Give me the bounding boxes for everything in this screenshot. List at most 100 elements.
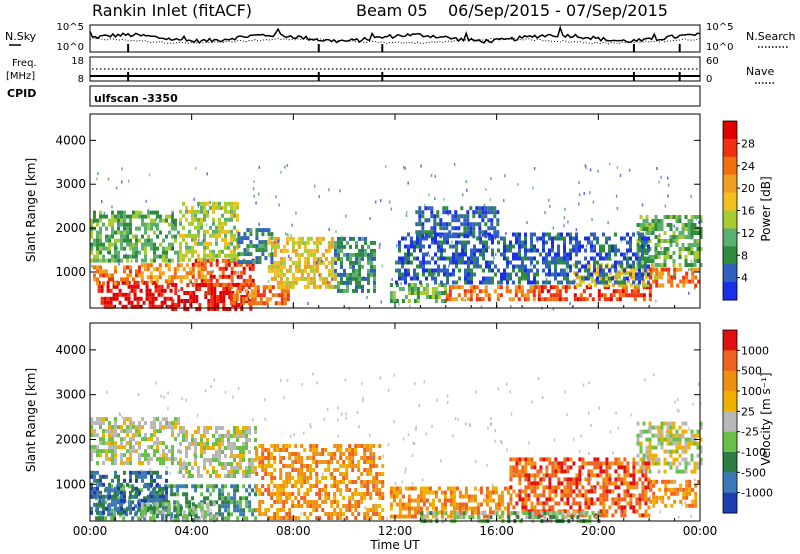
data-cell [404, 280, 407, 285]
data-cell [138, 226, 141, 231]
data-cell [626, 489, 630, 494]
data-cell [251, 508, 255, 513]
data-cell [153, 421, 156, 426]
data-cell [455, 502, 459, 507]
data-cell [297, 460, 301, 464]
data-cell [230, 237, 233, 242]
data-speck [193, 197, 195, 201]
data-cell [566, 457, 570, 462]
data-cell [629, 501, 633, 506]
data-cell [200, 201, 203, 206]
data-cell [294, 484, 298, 488]
data-cell [230, 209, 233, 214]
data-cell [162, 486, 165, 491]
data-cell [203, 237, 206, 242]
data-cell [452, 498, 456, 503]
data-cell [632, 252, 635, 257]
data-cell [258, 456, 262, 460]
data-cell [114, 421, 117, 426]
data-cell [655, 495, 659, 500]
data-cell [135, 250, 138, 255]
data-cell [611, 481, 615, 486]
data-cell [330, 244, 334, 249]
data-cell [151, 300, 155, 305]
data-cell [685, 487, 689, 492]
data-cell [372, 512, 376, 516]
data-cell [253, 301, 257, 306]
data-cell [171, 303, 175, 307]
data-cell [188, 504, 192, 509]
data-cell [132, 437, 135, 442]
data-cell [360, 500, 364, 504]
data-cell [277, 293, 281, 298]
data-cell [651, 453, 655, 458]
data-cell [340, 236, 343, 241]
data-cell [143, 263, 147, 268]
data-cell [111, 226, 114, 231]
data-cell [267, 484, 271, 488]
data-cell [614, 469, 618, 474]
data-cell [114, 453, 117, 458]
data-cell [448, 285, 452, 290]
data-cell [518, 493, 522, 498]
data-cell [102, 429, 105, 434]
data-cell [168, 242, 171, 247]
data-cell [138, 250, 141, 255]
data-cell [120, 210, 123, 215]
data-cell [297, 256, 301, 261]
data-cell [121, 304, 125, 309]
data-cell [693, 251, 697, 255]
data-cell [124, 292, 128, 297]
data-cell [473, 248, 476, 253]
data-cell [587, 481, 591, 486]
data-cell [153, 433, 156, 438]
data-cell [236, 504, 240, 509]
data-speck [147, 208, 150, 212]
data-cell [96, 506, 99, 511]
data-cell [224, 258, 228, 263]
data-cell [648, 445, 652, 450]
data-cell [355, 260, 358, 265]
data-cell [555, 297, 559, 302]
data-cell [156, 490, 159, 495]
data-cell [239, 508, 243, 513]
data-cell [306, 480, 310, 484]
data-cell [644, 248, 647, 253]
data-cell [614, 232, 617, 237]
data-cell [232, 293, 236, 298]
data-cell [261, 500, 265, 504]
data-cell [461, 260, 464, 265]
data-cell [647, 497, 651, 502]
data-cell [518, 497, 522, 502]
data-cell [236, 516, 240, 521]
data-cell [340, 288, 343, 293]
data-cell [312, 460, 316, 464]
data-cell [159, 425, 162, 430]
data-cell [363, 516, 367, 520]
data-cell [623, 497, 627, 502]
data-cell [542, 248, 545, 253]
data-cell [488, 260, 491, 265]
data-cell [373, 264, 376, 269]
data-cell [392, 295, 396, 299]
data-cell [206, 213, 209, 218]
data-cell [259, 293, 263, 298]
data-cell [288, 476, 292, 480]
data-cell [679, 483, 683, 488]
data-cell [203, 466, 206, 470]
data-cell [672, 235, 676, 239]
data-cell [572, 497, 576, 502]
data-cell [690, 243, 694, 247]
data-cell [127, 280, 131, 285]
data-cell [415, 230, 419, 235]
data-cell [573, 293, 577, 298]
data-cell [366, 460, 370, 464]
data-cell [536, 236, 539, 241]
data-cell [632, 485, 636, 490]
data-cell [679, 279, 683, 284]
data-cell [221, 213, 224, 218]
data-cell [309, 268, 313, 273]
data-cell [548, 461, 552, 466]
y-tick-label: 2000 [55, 221, 86, 235]
data-cell [99, 258, 102, 263]
